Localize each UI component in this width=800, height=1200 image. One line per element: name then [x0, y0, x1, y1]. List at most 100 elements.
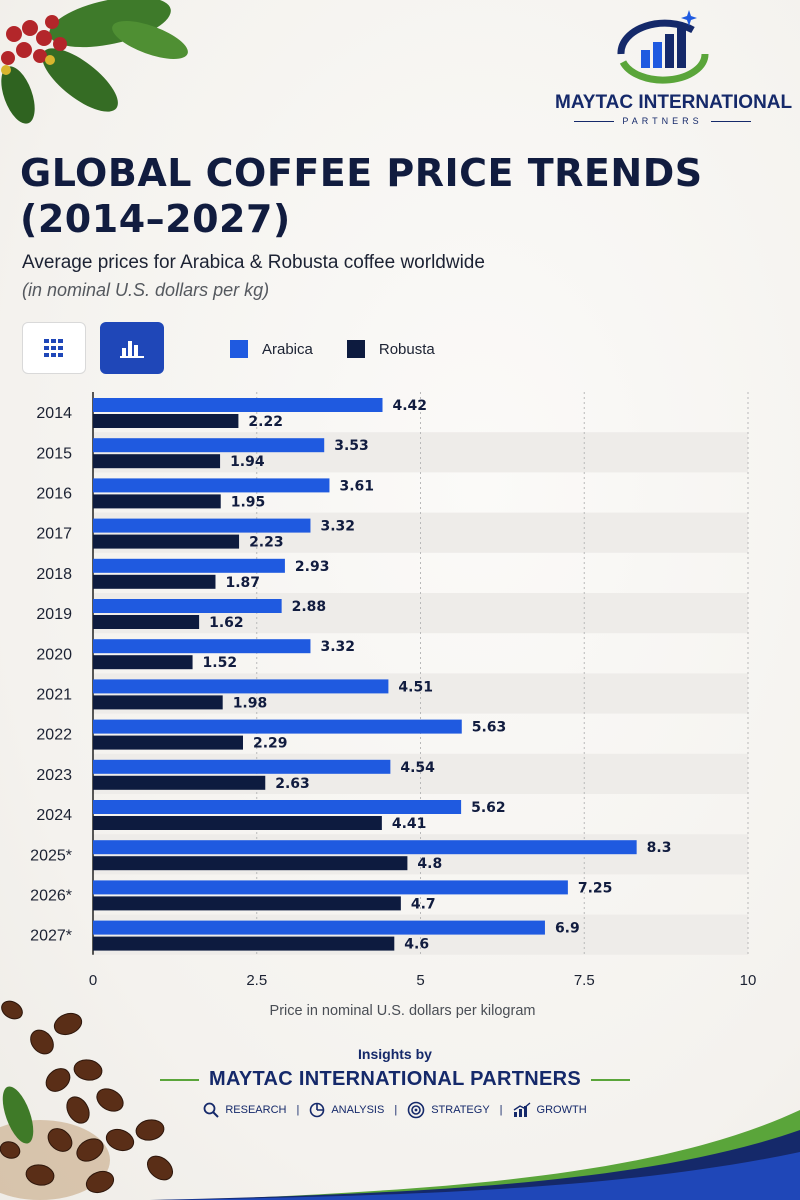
- bar-robusta: [93, 695, 223, 710]
- legend-swatch-arabica: [230, 340, 248, 358]
- bar-arabica: [93, 478, 330, 493]
- data-label-robusta: 1.95: [231, 494, 266, 510]
- bar-arabica: [93, 438, 325, 453]
- category-label: 2017: [36, 526, 72, 543]
- bar-robusta: [93, 454, 221, 469]
- bar-robusta: [93, 655, 193, 670]
- bar-robusta: [93, 534, 240, 549]
- grid-icon: [44, 339, 63, 357]
- pillar-growth: GROWTH: [513, 1102, 587, 1118]
- unit-note: (in nominal U.S. dollars per kg): [22, 280, 270, 300]
- x-tick-label: 7.5: [574, 972, 595, 989]
- legend-label-arabica: Arabica: [262, 340, 313, 358]
- data-label-arabica: 3.32: [320, 639, 355, 655]
- category-label: 2016: [36, 486, 72, 503]
- legend-label-robusta: Robusta: [378, 340, 435, 358]
- bar-arabica: [93, 679, 389, 694]
- bar-robusta: [93, 615, 200, 629]
- bar-chart: 2014 4.42 2.22 2015 3.53 1.94 2016 3.61 1.95 2017…: [30, 392, 757, 1019]
- data-label-arabica: 3.53: [334, 438, 369, 454]
- logo-tagline-text: PARTNERS: [622, 116, 703, 126]
- pillar-growth-label: GROWTH: [536, 1104, 587, 1116]
- data-label-robusta: 1.52: [203, 655, 238, 671]
- x-tick-label: 2.5: [246, 972, 267, 989]
- category-label: 2027*: [30, 928, 72, 945]
- bar-arabica: [93, 639, 311, 654]
- pillar-strategy: STRATEGY: [407, 1101, 490, 1119]
- category-label: 2019: [36, 606, 72, 623]
- bar-robusta: [93, 936, 395, 951]
- growth-chart-icon: [513, 1102, 530, 1117]
- pillar-research-label: RESEARCH: [225, 1104, 287, 1116]
- data-label-arabica: 6.9: [555, 921, 580, 937]
- data-label-robusta: 2.29: [253, 736, 288, 752]
- bar-robusta: [93, 856, 408, 871]
- data-label-robusta: 1.94: [230, 454, 265, 470]
- data-label-arabica: 3.32: [320, 519, 355, 535]
- target-icon: [407, 1101, 425, 1119]
- data-label-robusta: 1.87: [225, 575, 260, 591]
- category-label: 2021: [36, 687, 72, 704]
- bar-arabica: [93, 518, 311, 533]
- bar-arabica: [93, 759, 391, 774]
- x-tick-label: 5: [416, 972, 424, 989]
- bar-arabica: [93, 599, 282, 613]
- x-tick-label: 0: [89, 972, 97, 989]
- legend-swatch-robusta: [346, 340, 365, 358]
- bar-robusta: [93, 414, 239, 428]
- data-label-arabica: 4.51: [398, 679, 433, 695]
- logo-emblem-icon: [617, 10, 709, 84]
- bar-arabica: [93, 558, 285, 573]
- legend-item-robusta: Robusta: [346, 340, 435, 358]
- pillar-analysis-label: ANALYSIS: [331, 1104, 385, 1116]
- footer-pillars: RESEARCH | ANALYSIS | STRATEGY | GROWTH: [160, 1101, 630, 1119]
- bar-arabica: [93, 880, 568, 895]
- pie-chart-icon: [310, 1102, 325, 1118]
- bar-arabica: [93, 800, 462, 814]
- bar-arabica: [93, 920, 545, 935]
- category-label: 2015: [36, 445, 72, 462]
- category-label: 2018: [36, 566, 72, 583]
- category-label: 2014: [36, 405, 72, 422]
- footer-company-name: MAYTAC INTERNATIONAL PARTNERS: [208, 1068, 582, 1090]
- data-label-robusta: 4.7: [411, 896, 436, 912]
- coffee-leaves-decoration: [1, 0, 188, 124]
- data-label-robusta: 2.63: [275, 776, 310, 792]
- data-label-robusta: 4.6: [404, 937, 429, 953]
- data-label-robusta: 2.22: [248, 414, 283, 430]
- page-subtitle: Average prices for Arabica & Robusta cof…: [22, 252, 485, 273]
- data-label-arabica: 7.25: [578, 880, 613, 896]
- bar-robusta: [93, 896, 401, 911]
- table-view-button[interactable]: [22, 322, 86, 374]
- search-icon: [203, 1102, 220, 1118]
- pillar-strategy-label: STRATEGY: [431, 1104, 490, 1116]
- data-label-arabica: 5.63: [472, 720, 507, 736]
- bar-chart-icon: [120, 341, 144, 358]
- data-label-arabica: 2.93: [295, 559, 330, 575]
- logo-name: MAYTAC INTERNATIONAL: [555, 92, 793, 113]
- bar-robusta: [93, 494, 221, 509]
- category-label: 2026*: [30, 888, 72, 905]
- bottom-wave-decoration: [150, 1110, 800, 1200]
- category-label: 2025*: [30, 847, 72, 864]
- footer-company-row: MAYTAC INTERNATIONAL PARTNERS: [160, 1068, 631, 1091]
- x-tick-label: 10: [740, 972, 757, 989]
- category-label: 2024: [36, 807, 72, 824]
- bar-robusta: [93, 775, 266, 790]
- data-label-robusta: 1.62: [209, 615, 244, 631]
- bar-robusta: [93, 816, 382, 830]
- data-label-robusta: 2.23: [249, 535, 284, 551]
- logo-tagline: PARTNERS: [555, 116, 770, 126]
- data-label-arabica: 4.42: [393, 398, 428, 414]
- x-axis-title: Price in nominal U.S. dollars per kilogr…: [270, 1003, 536, 1019]
- footer: Insights by MAYTAC INTERNATIONAL PARTNER…: [160, 1046, 631, 1119]
- company-logo: MAYTAC INTERNATIONAL PARTNERS: [555, 10, 793, 130]
- data-label-robusta: 1.98: [233, 695, 268, 711]
- legend-item-arabica: Arabica: [230, 340, 313, 358]
- chart-legend: Arabica Robusta: [230, 340, 435, 358]
- bar-robusta: [93, 574, 216, 589]
- bar-chart-view-button[interactable]: [100, 322, 164, 374]
- coffee-beans-decoration: [0, 1000, 174, 1200]
- category-label: 2023: [36, 767, 72, 784]
- category-label: 2022: [36, 727, 72, 744]
